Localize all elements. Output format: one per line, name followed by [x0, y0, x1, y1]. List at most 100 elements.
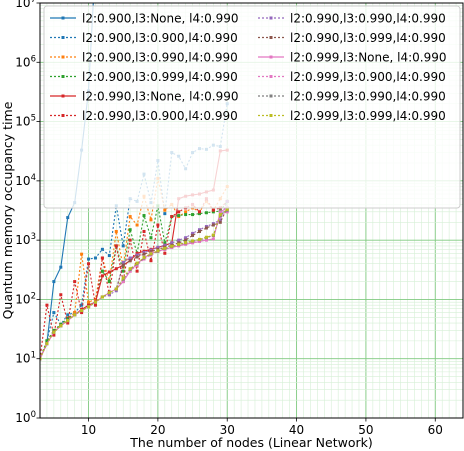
data-point	[128, 256, 132, 260]
series-line	[40, 178, 228, 359]
data-point	[184, 210, 188, 214]
data-point	[52, 280, 56, 284]
legend-label: l2:0.900,l3:0.990,l4:0.990	[82, 51, 238, 65]
y-tick-label: 106	[15, 54, 36, 69]
x-tick-label: 30	[220, 423, 235, 437]
legend-label: l2:0.990,l3:0.999,l4:0.990	[290, 31, 446, 45]
legend-marker	[269, 114, 273, 117]
data-point	[225, 210, 229, 214]
data-point	[197, 229, 201, 233]
data-point	[163, 246, 167, 250]
legend-marker	[61, 55, 65, 59]
legend-item-2: l2:0.900,l3:0.900,l4:0.990	[50, 31, 238, 45]
x-tick-label: 40	[289, 423, 304, 437]
series-line	[40, 201, 228, 359]
data-point	[128, 238, 132, 242]
legend-marker	[269, 16, 273, 20]
data-point	[197, 237, 201, 241]
data-point	[163, 241, 167, 245]
data-point	[114, 289, 118, 293]
legend-frame	[43, 5, 461, 209]
data-point	[66, 319, 70, 323]
data-point	[211, 223, 215, 227]
data-point	[87, 305, 91, 309]
legend-marker	[61, 16, 65, 20]
data-point	[40, 357, 42, 361]
legend-label: l2:0.999,l3:0.900,l4:0.990	[290, 70, 446, 84]
data-point	[156, 223, 160, 227]
legend-marker	[61, 75, 65, 78]
y-tick-label: 105	[15, 114, 36, 129]
legend-label: l2:0.900,l3:None, l4:0.990	[82, 12, 239, 26]
data-point	[204, 226, 208, 230]
data-point	[149, 250, 153, 254]
data-point	[191, 231, 195, 235]
data-point	[211, 233, 215, 237]
data-point	[135, 269, 139, 273]
data-point	[204, 211, 208, 215]
legend: l2:0.900,l3:None, l4:0.990 l2:0.900,l3:0.…	[43, 5, 461, 209]
data-point	[156, 249, 160, 253]
legend-item-11: l2:0.999,l3:0.990,l4:0.990	[258, 90, 446, 104]
legend-item-12: l2:0.999,l3:0.999,l4:0.990	[258, 109, 446, 123]
data-point	[218, 210, 222, 214]
data-point	[59, 293, 63, 297]
legend-label: l2:0.999,l3:None, l4:0.990	[290, 51, 447, 65]
data-point	[218, 218, 222, 222]
data-point	[142, 252, 146, 256]
data-point	[87, 300, 91, 304]
data-point	[93, 297, 97, 301]
data-point	[184, 238, 188, 242]
y-tick-label: 100	[15, 410, 36, 425]
data-point	[107, 291, 111, 295]
data-point	[142, 214, 146, 218]
data-point	[191, 239, 195, 243]
data-point	[66, 316, 70, 320]
legend-label: l2:0.990,l3:None, l4:0.990	[82, 90, 239, 104]
legend-item-9: l2:0.999,l3:None, l4:0.990	[258, 51, 447, 65]
data-point	[100, 295, 104, 299]
data-point	[149, 248, 153, 252]
data-point	[149, 259, 153, 263]
data-point	[114, 244, 118, 248]
data-point	[184, 241, 188, 245]
data-point	[197, 212, 201, 216]
data-point	[100, 269, 104, 273]
legend-marker	[269, 75, 273, 78]
data-point	[135, 253, 139, 257]
data-point	[107, 254, 111, 258]
x-axis-label: The number of nodes (Linear Network)	[129, 435, 372, 450]
data-point	[163, 212, 167, 216]
data-point	[218, 220, 222, 224]
data-point	[114, 287, 118, 291]
data-point	[73, 280, 77, 284]
data-point	[170, 215, 174, 219]
data-point	[197, 210, 201, 214]
data-point	[135, 223, 139, 227]
legend-item-10: l2:0.999,l3:0.900,l4:0.990	[258, 70, 446, 84]
data-point	[121, 263, 125, 267]
data-point	[149, 252, 153, 256]
data-point	[80, 252, 84, 256]
legend-item-5: l2:0.990,l3:None, l4:0.990	[50, 90, 239, 104]
y-tick-label: 107	[15, 0, 36, 10]
y-axis-label: Quantum memory occupancy time	[0, 101, 15, 319]
series-line	[40, 208, 228, 359]
data-point	[80, 303, 84, 307]
data-point	[93, 256, 97, 260]
data-point	[73, 311, 77, 315]
series-line	[40, 211, 228, 359]
data-point	[149, 236, 153, 240]
data-point	[204, 238, 208, 242]
data-point	[225, 207, 229, 211]
data-point	[177, 214, 181, 218]
legend-label: l2:0.999,l3:0.990,l4:0.990	[290, 90, 446, 104]
legend-marker	[269, 94, 273, 98]
data-point	[128, 228, 132, 232]
data-point	[107, 270, 111, 274]
data-point	[211, 208, 215, 212]
legend-item-1: l2:0.900,l3:None, l4:0.990	[50, 12, 239, 26]
data-point	[66, 321, 70, 325]
x-tick-label: 20	[150, 423, 165, 437]
